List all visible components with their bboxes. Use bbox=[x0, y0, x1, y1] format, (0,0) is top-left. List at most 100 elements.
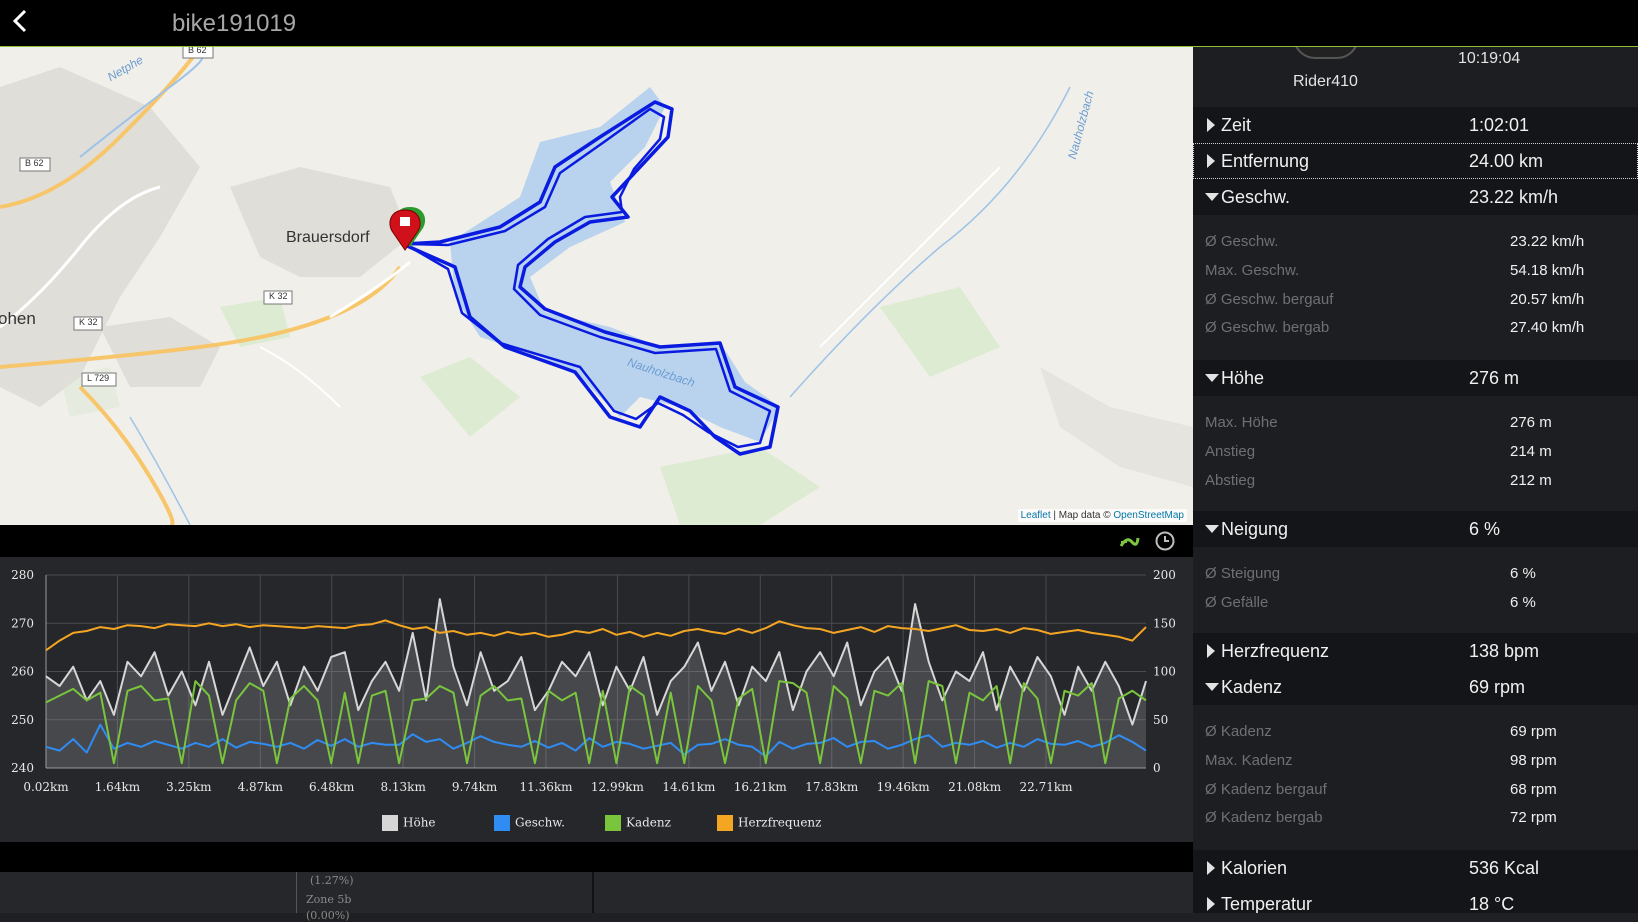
legend-item-kadenz[interactable]: Kadenz bbox=[605, 815, 671, 831]
zone-panel: (1.27%) Zone 5b (0.00%) bbox=[0, 872, 1193, 922]
collapse-down-icon bbox=[1205, 374, 1219, 382]
activity-chart[interactable]: 280 270 260 250 240 200 150 100 50 0 0.02km 1.64km 3… bbox=[0, 557, 1193, 842]
detail-label: Ø Geschw. bergauf bbox=[1205, 291, 1334, 308]
series-line-hoehe bbox=[45, 598, 1147, 726]
detail-value: 276 m bbox=[1510, 414, 1552, 431]
stat-row-zeit[interactable]: Zeit 1:02:01 bbox=[1193, 107, 1638, 143]
road-badge-l729: L 729 bbox=[87, 373, 110, 383]
stat-value: 6 % bbox=[1469, 519, 1501, 539]
road-badge-b62: B 62 bbox=[25, 158, 44, 168]
legend-label: Kadenz bbox=[626, 815, 671, 830]
detail-value: 23.22 km/h bbox=[1510, 233, 1585, 250]
place-label-brauersdorf: Brauersdorf bbox=[286, 229, 370, 246]
legend-swatch bbox=[605, 815, 621, 831]
expand-right-icon bbox=[1207, 897, 1215, 911]
stat-row-herzfrequenz[interactable]: Herzfrequenz 138 bpm bbox=[1193, 633, 1638, 669]
legend-label: Höhe bbox=[403, 815, 436, 830]
series-line-geschw bbox=[45, 723, 1147, 758]
speed-details: Ø Geschw. 23.22 km/h Max. Geschw. 54.18 km… bbox=[1193, 215, 1638, 360]
stat-row-entfernung[interactable]: Entfernung 24.00 km bbox=[1193, 143, 1638, 179]
route-map[interactable]: B 62 B 62 K 32 K 32 L 729 Brauersdorf oh… bbox=[0, 47, 1193, 525]
y-left-tick-label: 270 bbox=[11, 616, 34, 630]
road-badge-k32: K 32 bbox=[79, 317, 98, 327]
place-label-ohen: ohen bbox=[0, 309, 36, 328]
stat-row-hoehe[interactable]: Höhe 276 m bbox=[1193, 360, 1638, 396]
altitude-details: Max. Höhe 276 m Anstieg 214 m Abstieg 212 m bbox=[1193, 396, 1638, 511]
detail-label: Ø Gefälle bbox=[1205, 594, 1269, 611]
stat-value: 69 rpm bbox=[1469, 677, 1526, 697]
stat-row-kalorien[interactable]: Kalorien 536 Kcal bbox=[1193, 850, 1638, 886]
detail-label: Abstieg bbox=[1205, 472, 1256, 489]
detail-label: Max. Kadenz bbox=[1205, 752, 1293, 769]
stat-label: Kalorien bbox=[1221, 858, 1288, 878]
detail-value: 54.18 km/h bbox=[1510, 262, 1585, 279]
detail-label: Ø Steigung bbox=[1205, 565, 1281, 582]
divider bbox=[0, 46, 1193, 47]
legend-item-hoehe[interactable]: Höhe bbox=[382, 815, 436, 831]
y-right-tick-label: 150 bbox=[1153, 616, 1176, 630]
stats-panel: Rider410 10:19:04 Zeit 1:02:01 Entfernun… bbox=[1193, 47, 1638, 913]
expand-right-icon bbox=[1207, 154, 1215, 168]
x-tick-label: 3.25km bbox=[166, 780, 212, 794]
x-tick-label: 17.83km bbox=[805, 780, 859, 794]
detail-value: 68 rpm bbox=[1510, 781, 1557, 798]
panel-divider bbox=[592, 872, 594, 913]
stat-row-temperatur[interactable]: Temperatur 18 °C bbox=[1193, 886, 1638, 913]
series-line-kadenz bbox=[45, 680, 1147, 765]
stat-label: Geschw. bbox=[1221, 187, 1291, 207]
detail-value: 212 m bbox=[1510, 472, 1552, 489]
osm-link[interactable]: OpenStreetMap bbox=[1113, 510, 1184, 521]
x-tick-label: 21.08km bbox=[948, 780, 1002, 794]
detail-value: 20.57 km/h bbox=[1510, 291, 1585, 308]
start-time: 10:19:04 bbox=[1458, 50, 1521, 67]
x-tick-label: 11.36km bbox=[519, 780, 573, 794]
collapse-down-icon bbox=[1205, 193, 1219, 201]
stat-value: 138 bpm bbox=[1469, 641, 1540, 661]
stat-row-kadenz[interactable]: Kadenz 69 rpm bbox=[1193, 669, 1638, 705]
stat-label: Höhe bbox=[1221, 368, 1265, 388]
x-tick-label: 14.61km bbox=[662, 780, 716, 794]
series-area-hoehe bbox=[46, 599, 1146, 768]
detail-label: Anstieg bbox=[1205, 443, 1256, 460]
x-tick-label: 8.13km bbox=[380, 780, 426, 794]
detail-value: 6 % bbox=[1510, 594, 1536, 611]
stat-row-neigung[interactable]: Neigung 6 % bbox=[1193, 511, 1638, 547]
y-right-tick-label: 200 bbox=[1153, 568, 1176, 582]
stat-label: Neigung bbox=[1221, 519, 1289, 539]
collapse-down-icon bbox=[1205, 683, 1219, 691]
detail-label: Ø Kadenz bergauf bbox=[1205, 781, 1327, 798]
back-button[interactable] bbox=[10, 6, 40, 40]
collapse-down-icon bbox=[1205, 525, 1219, 533]
map-canvas bbox=[0, 47, 1193, 525]
legend-swatch bbox=[717, 815, 733, 831]
chevron-left-icon bbox=[12, 9, 27, 33]
legend-label: Herzfrequenz bbox=[738, 815, 822, 830]
clock-icon[interactable] bbox=[1154, 530, 1176, 552]
x-tick-label: 16.21km bbox=[734, 780, 788, 794]
x-tick-label: 4.87km bbox=[238, 780, 284, 794]
detail-label: Ø Kadenz bbox=[1205, 723, 1272, 740]
legend-item-geschw[interactable]: Geschw. bbox=[494, 815, 565, 831]
series-line-herzfrequenz bbox=[45, 619, 1147, 652]
expand-right-icon bbox=[1207, 861, 1215, 875]
legend-item-herzfrequenz[interactable]: Herzfrequenz bbox=[717, 815, 821, 831]
y-right-tick-label: 50 bbox=[1153, 713, 1168, 727]
stat-value: 536 Kcal bbox=[1469, 858, 1540, 878]
leaflet-link[interactable]: Leaflet bbox=[1020, 510, 1051, 521]
y-left-tick-label: 260 bbox=[11, 665, 34, 679]
x-tick-label: 0.02km bbox=[23, 780, 69, 794]
stat-row-geschw[interactable]: Geschw. 23.22 km/h bbox=[1193, 179, 1638, 215]
distance-icon[interactable] bbox=[1118, 530, 1140, 552]
zone-connector bbox=[296, 872, 297, 913]
detail-label: Max. Höhe bbox=[1205, 414, 1278, 431]
y-left-tick-label: 240 bbox=[11, 761, 34, 775]
detail-label: Ø Kadenz bergab bbox=[1205, 809, 1323, 826]
legend-swatch bbox=[382, 815, 398, 831]
cadence-details: Ø Kadenz 69 rpm Max. Kadenz 98 rpm Ø Kaden… bbox=[1193, 705, 1638, 850]
stat-label: Kadenz bbox=[1221, 677, 1283, 697]
detail-value: 72 rpm bbox=[1510, 809, 1557, 826]
detail-value: 98 rpm bbox=[1510, 752, 1557, 769]
x-tick-label: 6.48km bbox=[309, 780, 355, 794]
page-title: bike191019 bbox=[172, 10, 297, 37]
y-left-tick-label: 250 bbox=[11, 713, 34, 727]
